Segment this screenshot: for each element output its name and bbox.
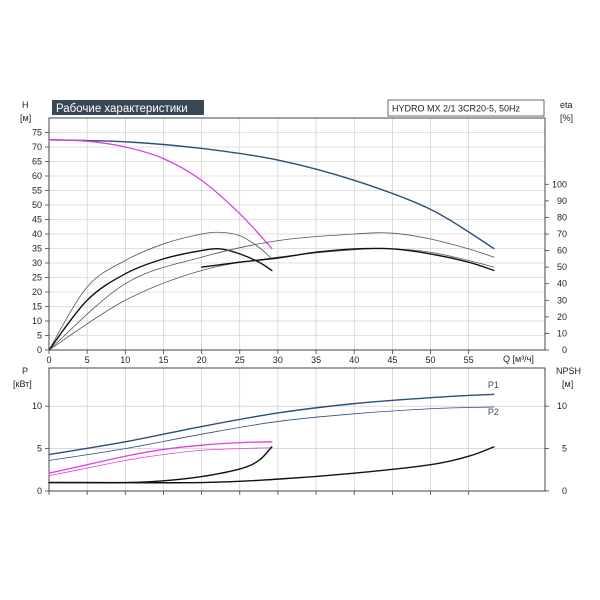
y-tick-label: 70 xyxy=(32,142,42,152)
x-tick-label: 15 xyxy=(158,355,168,365)
chart-title: Рабочие характеристики xyxy=(56,103,188,115)
y-tick-label: 75 xyxy=(32,128,42,138)
y-tick-label: 50 xyxy=(32,200,42,210)
x-tick-label: 35 xyxy=(311,355,321,365)
x-tick-label: 20 xyxy=(197,355,207,365)
y-tick-label: 45 xyxy=(32,215,42,225)
y-tick-label: 65 xyxy=(32,157,42,167)
x-tick-label: 30 xyxy=(273,355,283,365)
y2-axis-unit-npsh: [м] xyxy=(562,379,573,389)
y2-tick-label: 5 xyxy=(562,444,567,454)
y2-tick-label: 100 xyxy=(552,179,567,189)
y-tick-label: 0 xyxy=(37,486,42,496)
power-npsh-panel: 0 5 10 0 5 10 P1 P2 P [кВт] NPSH [м] xyxy=(13,366,581,496)
x-tick-label: 55 xyxy=(464,355,474,365)
chart-subtitle-box xyxy=(387,99,545,117)
y-tick-label: 35 xyxy=(32,244,42,254)
top-series-group xyxy=(48,139,495,351)
bottom-series-labels: P1 P2 xyxy=(488,380,499,417)
y2-tick-label: 30 xyxy=(557,295,567,305)
y-tick-label: 10 xyxy=(32,401,42,411)
series-line-top-5 xyxy=(48,232,495,351)
y2-tick-label: 10 xyxy=(557,328,567,338)
y-axis-unit-power: [кВт] xyxy=(13,379,32,389)
bottom-ticks: 0 5 10 0 5 10 xyxy=(32,401,567,496)
head-efficiency-panel: 0510152025303540455055606570750102030405… xyxy=(20,99,573,366)
series-line-bottom-6 xyxy=(48,446,495,484)
x-tick-label: 45 xyxy=(387,355,397,365)
y-axis-label-head: H xyxy=(22,100,29,110)
bottom-plot-frame xyxy=(48,367,546,492)
series-line-bottom-5 xyxy=(48,446,273,484)
x-tick-label: 25 xyxy=(235,355,245,365)
y2-tick-label: 70 xyxy=(557,229,567,239)
series-label-p2: P2 xyxy=(488,407,499,417)
y-tick-label: 0 xyxy=(37,345,42,355)
series-line-bottom-2 xyxy=(48,406,495,461)
y-tick-label: 60 xyxy=(32,171,42,181)
y2-tick-label: 40 xyxy=(557,279,567,289)
top-grid xyxy=(49,118,545,350)
x-tick-label: 50 xyxy=(426,355,436,365)
y2-tick-label: 60 xyxy=(557,246,567,256)
series-line-bottom-3 xyxy=(48,441,273,474)
y-axis-unit-head: [м] xyxy=(20,113,31,123)
y-tick-label: 30 xyxy=(32,258,42,268)
chart-subtitle: HYDRO MX 2/1 3CR20-5, 50Hz xyxy=(392,104,521,114)
series-line-top-3 xyxy=(48,231,273,351)
y2-axis-label-npsh: NPSH xyxy=(556,366,581,376)
y-tick-label: 5 xyxy=(37,444,42,454)
chart-title-bg xyxy=(52,100,204,115)
bottom-grid xyxy=(49,368,545,491)
bottom-series-group xyxy=(48,393,495,484)
y2-tick-label: 50 xyxy=(557,262,567,272)
x-tick-label: 10 xyxy=(120,355,130,365)
y-axis-label-power: P xyxy=(22,366,28,376)
y-tick-label: 10 xyxy=(32,316,42,326)
y2-tick-label: 20 xyxy=(557,312,567,322)
series-line-top-7 xyxy=(200,247,495,272)
y2-tick-label: 0 xyxy=(562,345,567,355)
y-tick-label: 55 xyxy=(32,186,42,196)
x-axis-label-flow: Q [м³/ч] xyxy=(503,354,534,364)
y2-tick-label: 0 xyxy=(562,486,567,496)
top-ticks: 0510152025303540455055606570750102030405… xyxy=(32,128,567,366)
y-tick-label: 40 xyxy=(32,229,42,239)
series-label-p1: P1 xyxy=(488,380,499,390)
y2-axis-unit-eta: [%] xyxy=(560,113,573,123)
y2-axis-label-eta: eta xyxy=(560,100,573,110)
series-line-top-1 xyxy=(48,139,495,250)
y-tick-label: 20 xyxy=(32,287,42,297)
x-tick-label: 5 xyxy=(85,355,90,365)
series-line-top-2 xyxy=(48,139,273,250)
series-line-top-4 xyxy=(48,248,273,351)
x-tick-label: 0 xyxy=(46,355,51,365)
y-tick-label: 25 xyxy=(32,273,42,283)
y2-tick-label: 10 xyxy=(557,401,567,411)
x-tick-label: 40 xyxy=(349,355,359,365)
y2-tick-label: 90 xyxy=(557,196,567,206)
y-tick-label: 5 xyxy=(37,331,42,341)
series-line-bottom-4 xyxy=(48,447,273,477)
series-line-top-6 xyxy=(48,248,495,351)
series-line-bottom-1 xyxy=(48,393,495,456)
y2-tick-label: 80 xyxy=(557,212,567,222)
y-tick-label: 15 xyxy=(32,302,42,312)
